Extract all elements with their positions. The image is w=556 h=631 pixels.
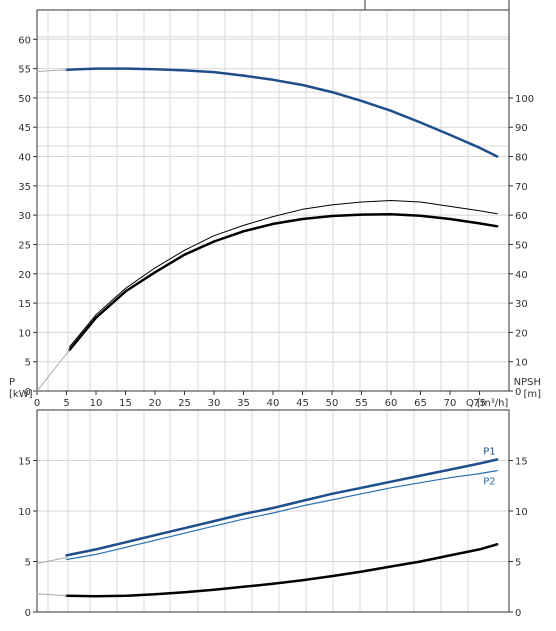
y-right-tick-label: 80 <box>515 153 528 164</box>
title-box <box>364 0 510 11</box>
y-left-tick-label: 45 <box>18 123 31 134</box>
y-left-tick-label: 10 <box>18 328 31 339</box>
head-efficiency-panel: 0510152025303540455055600102030405060708… <box>18 0 534 409</box>
y-right-tick-label: 90 <box>515 123 528 134</box>
x-tick-label: 40 <box>267 398 280 409</box>
y-right-tick-label: 5 <box>515 558 521 569</box>
y-left-tick-label: 40 <box>18 153 31 164</box>
series-line-npsh-ext <box>36 593 67 597</box>
y-right-tick-label: 0 <box>515 387 521 398</box>
series-line-p-ext <box>36 557 67 564</box>
x-tick-label: 5 <box>63 398 69 409</box>
y-right-tick-label: 10 <box>515 358 528 369</box>
x-tick-label: 0 <box>34 398 40 409</box>
series-label-p1: P1 <box>483 446 495 457</box>
y-right-tick-label: 15 <box>515 457 528 468</box>
x-tick-label: 25 <box>178 398 191 409</box>
series-line-eta-ext <box>36 349 70 392</box>
x-tick-label: 75 <box>473 398 486 409</box>
y-left-tick-label: 25 <box>18 240 31 251</box>
y-left-axis-unit: [kW] <box>9 389 33 400</box>
y-left-tick-label: 30 <box>18 211 31 222</box>
x-tick-label: 30 <box>208 398 221 409</box>
y-left-tick-label: 0 <box>25 387 31 398</box>
series-label-p2: P2 <box>483 477 495 488</box>
x-tick-label: 50 <box>326 398 339 409</box>
y-left-tick-label: 0 <box>25 608 31 619</box>
y-left-tick-label: 5 <box>25 358 31 369</box>
y-right-axis-unit: [m] <box>523 389 541 400</box>
y-right-axis-name: NPSH <box>514 377 541 388</box>
y-right-tick-label: 30 <box>515 299 528 310</box>
x-tick-label: 60 <box>385 398 398 409</box>
y-right-tick-label: 100 <box>515 94 534 105</box>
y-right-tick-label: 0 <box>515 608 521 619</box>
y-left-tick-label: 15 <box>18 299 31 310</box>
y-right-tick-label: 70 <box>515 182 528 193</box>
y-left-tick-label: 55 <box>18 65 31 76</box>
series-line-p1 <box>65 458 499 557</box>
y-left-tick-label: 35 <box>18 182 31 193</box>
x-tick-label: 10 <box>90 398 103 409</box>
series-line-npsh <box>65 543 499 598</box>
y-left-tick-label: 50 <box>18 94 31 105</box>
y-right-tick-label: 50 <box>515 240 528 251</box>
x-axis-label: Q [m³/h] <box>466 398 508 409</box>
y-left-tick-label: 15 <box>18 457 31 468</box>
x-tick-label: 65 <box>414 398 427 409</box>
series-line-h <box>65 67 499 158</box>
y-right-tick-label: 20 <box>515 328 528 339</box>
x-tick-label: 55 <box>355 398 368 409</box>
x-tick-label: 70 <box>444 398 457 409</box>
x-tick-label: 45 <box>296 398 309 409</box>
plot-frame <box>36 9 510 392</box>
y-left-tick-label: 5 <box>25 558 31 569</box>
y-left-axis-name: P <box>9 377 15 388</box>
x-tick-label: 35 <box>237 398 250 409</box>
y-right-tick-label: 10 <box>515 507 528 518</box>
y-left-tick-label: 10 <box>18 507 31 518</box>
y-left-tick-label: 20 <box>18 270 31 281</box>
x-tick-label: 20 <box>149 398 162 409</box>
y-right-tick-label: 60 <box>515 211 528 222</box>
series-line-eta-thin <box>69 200 498 348</box>
series-line-eta-thick <box>68 213 499 352</box>
series-line-h-ext <box>36 69 67 72</box>
y-right-tick-label: 40 <box>515 270 528 281</box>
y-left-tick-label: 60 <box>18 35 31 46</box>
series-line-p2 <box>65 470 498 561</box>
x-tick-label: 15 <box>119 398 132 409</box>
power-npsh-panel: 0 5 10 15 0 5 10 15 P[kW] NPSH[m] P1 P2 <box>9 377 541 619</box>
